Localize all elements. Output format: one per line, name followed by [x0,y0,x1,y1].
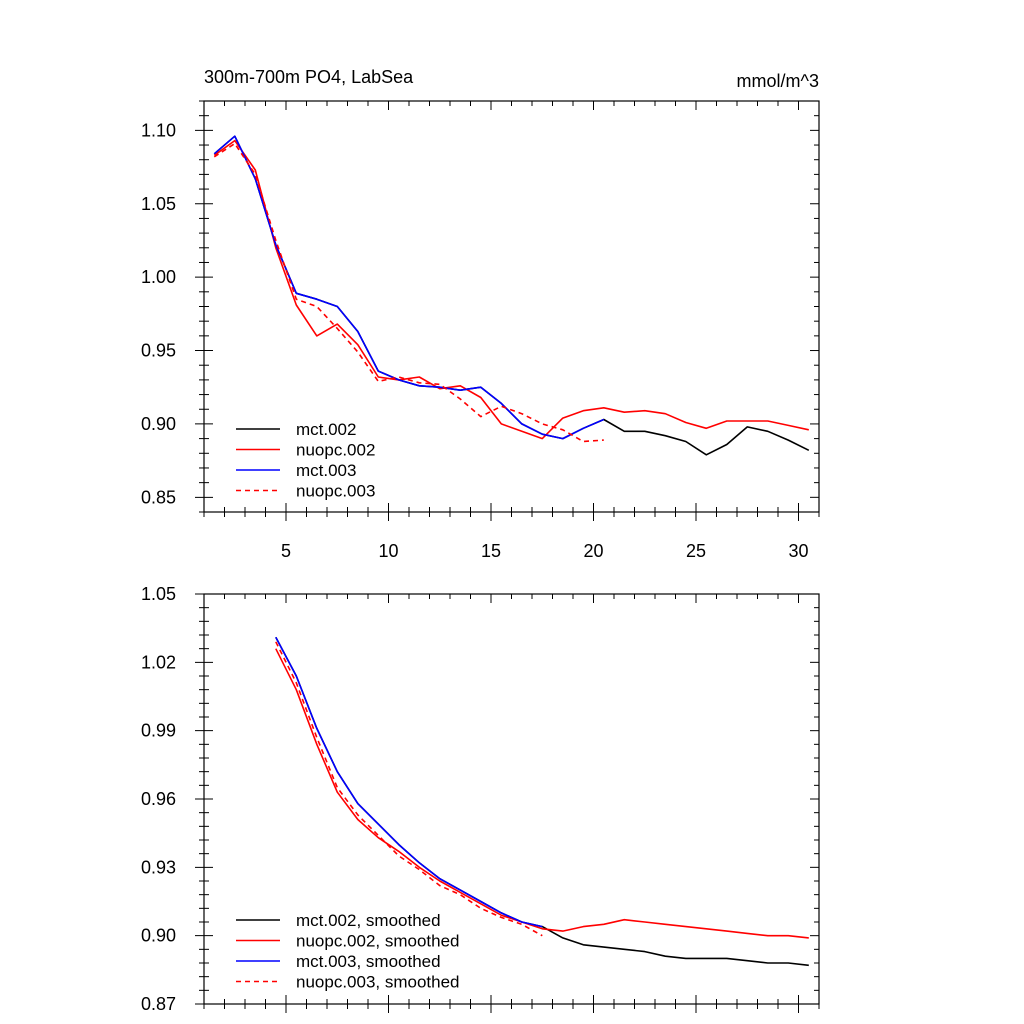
y-tick-label: 0.87 [141,994,176,1014]
x-tick-label: 30 [788,541,808,561]
legend-label: nuopc.003 [296,482,375,501]
series-line-nuopc-002-smoothed [275,648,809,939]
units-label: mmol/m^3 [737,71,819,91]
axis-ticks: 0.87 0.90 0.93 0.96 0.99 1.02 1.05 [141,584,820,1014]
legend-label: nuopc.002 [296,441,375,460]
series-lines [275,636,809,967]
y-tick-label: 0.90 [141,926,176,946]
y-tick-label: 1.02 [141,652,176,672]
legend-label: nuopc.003, smoothed [296,973,460,992]
bottom-panel: 0.87 0.90 0.93 0.96 0.99 1.02 1.05 mct.002, smo… [141,584,820,1014]
legend: mct.002, smoothed nuopc.002, smoothedmct.… [236,911,460,992]
series-line-nuopc-003 [213,142,604,443]
y-tick-label: 0.90 [141,414,176,434]
x-tick-label: 5 [281,541,291,561]
x-tick-label: 10 [378,541,398,561]
series-lines [213,135,810,456]
y-tick-label: 1.00 [141,267,176,287]
y-tick-label: 0.99 [141,721,176,741]
legend-label: mct.003 [296,461,356,480]
x-tick-label: 15 [481,541,501,561]
series-line-mct-003-smoothed [275,636,543,928]
y-tick-label: 1.05 [141,194,176,214]
y-tick-label: 0.85 [141,487,176,507]
top-panel: 5 10 15 20 25 30 0.85 0.90 0.95 1.00 1.05 1.10 mct.0… [141,100,820,561]
legend-label: mct.002 [296,420,356,439]
x-tick-label: 20 [583,541,603,561]
legend-label: mct.002, smoothed [296,911,441,930]
y-tick-label: 0.95 [141,341,176,361]
y-tick-label: 1.05 [141,584,176,604]
legend-label: mct.003, smoothed [296,952,441,971]
legend-label: nuopc.002, smoothed [296,932,460,951]
chart-title: 300m-700m PO4, LabSea [204,67,414,87]
y-tick-label: 1.10 [141,120,176,140]
axis-ticks: 5 10 15 20 25 30 0.85 0.90 0.95 1.00 1.05 1.10 [141,100,820,561]
y-tick-label: 0.93 [141,857,176,877]
x-tick-label: 25 [686,541,706,561]
series-line-nuopc-003-smoothed [275,641,543,937]
y-tick-label: 0.96 [141,789,176,809]
series-line-mct-003 [213,135,605,440]
series-line-nuopc-002 [213,139,809,440]
